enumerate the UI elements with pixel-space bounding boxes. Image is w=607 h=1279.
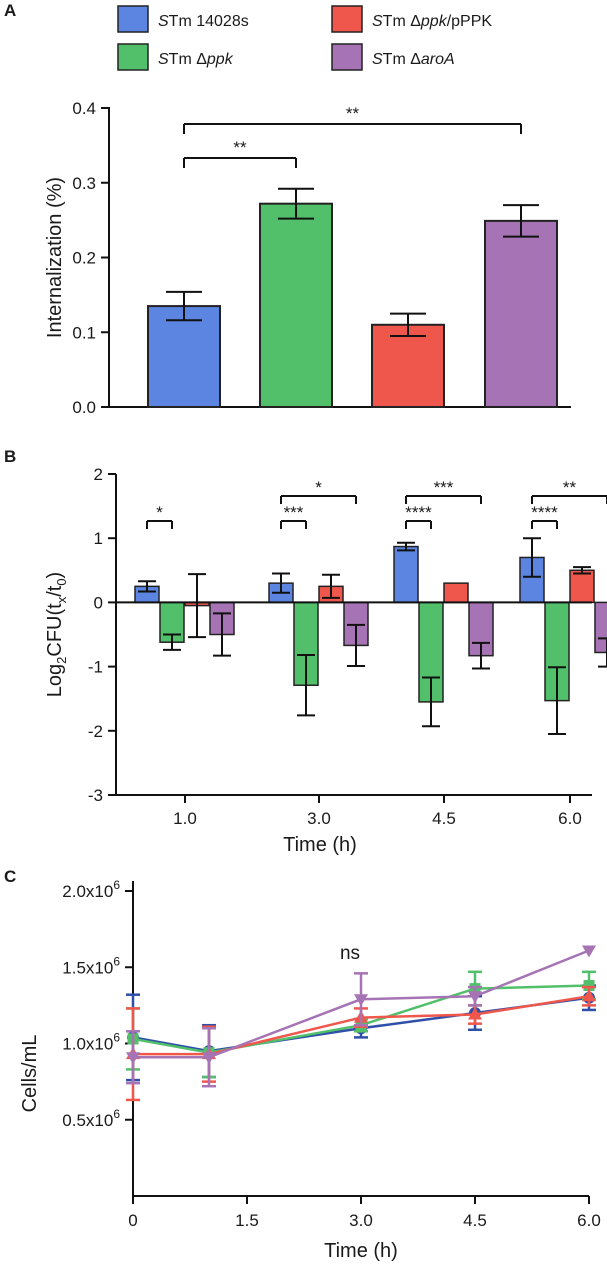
c-x-tick-label-4: 6.0 xyxy=(577,1211,601,1230)
a-bar-1 xyxy=(260,204,332,407)
b-sig-bracket-0 xyxy=(147,521,172,529)
a-bar-3 xyxy=(485,221,557,407)
a-y-tick-label-2: 0.2 xyxy=(72,249,96,268)
b-sig-bracket-1 xyxy=(281,521,306,529)
panel-label-c: C xyxy=(4,867,16,886)
legend: STm 14028s STm Δppk STm Δppk/pPPK STm ΔaroA xyxy=(118,6,492,70)
b-y-axis-title: Log2CFU(tx/t0) xyxy=(44,572,69,697)
b-x-axis-title: Time (h) xyxy=(283,834,357,856)
a-y-tick-label-4: 0.4 xyxy=(72,99,96,118)
b-sig-label-1: *** xyxy=(284,503,304,522)
a-sig-label-1: ** xyxy=(346,104,360,123)
b-y-tick-label-5: 2 xyxy=(94,465,103,484)
b-sig-label-0: * xyxy=(156,503,163,522)
a-sig-bracket-1 xyxy=(184,124,521,134)
c-x-tick-label-0: 0 xyxy=(128,1211,137,1230)
a-sig-bracket-0 xyxy=(184,158,296,168)
b-x-tick-label-1: 3.0 xyxy=(307,809,331,828)
b-y-tick-label-0: -3 xyxy=(88,786,103,805)
legend-swatch-comp xyxy=(332,6,362,32)
b-x-tick-label-2: 4.5 xyxy=(432,809,456,828)
b-y-tick-label-2: -1 xyxy=(88,658,103,677)
a-sig-label-0: ** xyxy=(233,138,247,157)
c-annotation: ns xyxy=(340,943,360,964)
a-y-axis-title: Internalization (%) xyxy=(44,177,66,338)
legend-swatch-aroA xyxy=(332,44,362,70)
c-y-tick-label-2: 1.5x106 xyxy=(62,954,120,977)
panel-c-chart: 0.5x106 1.0x106 1.5x106 2.0x106 0 1.5 3.0 4.5 6.… xyxy=(19,878,601,1262)
a-y-tick-label-3: 0.3 xyxy=(72,174,96,193)
figure: A B C STm 14028sSTm ΔppkSTm Δppk/pPPKSTm… xyxy=(0,0,607,1279)
b-sig-label-3: **** xyxy=(405,503,432,522)
c-y-tick-label-3: 2.0x106 xyxy=(62,878,120,901)
b-bar-2-2 xyxy=(444,583,468,602)
b-sig-label-2: * xyxy=(315,478,322,497)
c-x-tick-label-2: 3.0 xyxy=(349,1211,373,1230)
panel-label-b: B xyxy=(4,447,16,466)
b-sig-bracket-3 xyxy=(406,521,431,529)
b-sig-label-6: ** xyxy=(563,478,577,497)
c-x-axis-title: Time (h) xyxy=(324,1240,398,1262)
a-y-tick-label-0: 0.0 xyxy=(72,398,96,417)
b-sig-bracket-5 xyxy=(532,521,557,529)
b-bar-0-2 xyxy=(394,547,418,603)
c-y-tick-label-0: 0.5x106 xyxy=(62,1107,120,1130)
b-y-tick-label-1: -2 xyxy=(88,722,103,741)
c-y-tick-label-1: 1.0x106 xyxy=(62,1031,120,1054)
b-sig-label-5: **** xyxy=(531,503,558,522)
legend-label-ppk: STm Δppk xyxy=(158,51,234,68)
legend-swatch-wt xyxy=(118,6,148,32)
a-bar-2 xyxy=(372,325,444,407)
panel-b-chart: -3 -2 -1 0 1 2 Log2CFU(tx/t0) 1.0 3.0 4.5 6.0 Time … xyxy=(44,465,607,856)
b-x-tick-label-0: 1.0 xyxy=(173,809,197,828)
b-bar-3-3 xyxy=(595,602,607,652)
b-y-tick-label-4: 1 xyxy=(94,529,103,548)
legend-label-comp: STm Δppk/pPPK xyxy=(372,13,492,30)
legend-label-aroA: STm ΔaroA xyxy=(372,51,455,68)
c-x-tick-label-1: 1.5 xyxy=(235,1211,259,1230)
b-y-tick-label-3: 0 xyxy=(94,593,103,612)
b-x-tick-label-3: 6.0 xyxy=(558,809,582,828)
c-y-axis-title: Cells/mL xyxy=(19,1035,41,1113)
c-x-tick-label-3: 4.5 xyxy=(463,1211,487,1230)
legend-label-wt: STm 14028s xyxy=(158,13,249,30)
panel-a-chart: 0.0 0.1 0.2 0.3 0.4 Internalization (%) ** ** xyxy=(44,99,571,417)
b-sig-label-4: *** xyxy=(434,478,454,497)
legend-swatch-ppk xyxy=(118,44,148,70)
panel-label-a: A xyxy=(4,1,16,20)
a-y-tick-label-1: 0.1 xyxy=(72,323,96,342)
b-bar-2-3 xyxy=(570,570,594,602)
